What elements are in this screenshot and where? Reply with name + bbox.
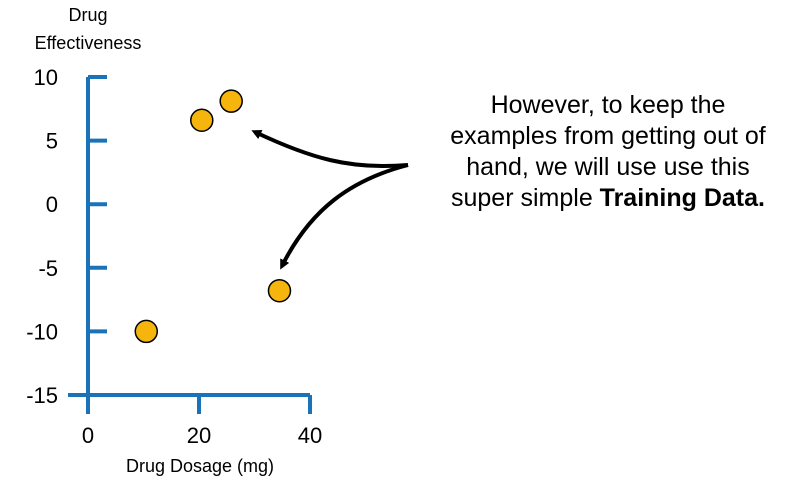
x-tick-label: 20 xyxy=(187,423,211,448)
y-tick-label: 0 xyxy=(46,192,58,217)
y-axis-label-line2: Effectiveness xyxy=(35,33,142,53)
annotation-line-4-prefix: super simple xyxy=(451,184,600,212)
annotation-line-4: super simple Training Data. xyxy=(408,183,808,214)
annotation-text: However, to keep the examples from getti… xyxy=(408,90,808,214)
y-tick-label: -15 xyxy=(26,383,58,408)
data-points xyxy=(135,90,290,342)
data-point-2 xyxy=(191,109,213,131)
data-point-1 xyxy=(135,320,157,342)
annotation-line-1: However, to keep the xyxy=(408,90,808,121)
annotation-line-4-bold: Training Data. xyxy=(600,184,765,212)
annotation-line-3: hand, we will use use this xyxy=(408,152,808,183)
y-tick-label: -10 xyxy=(26,319,58,344)
arrow-to-lower-point xyxy=(282,165,408,266)
y-tick-label: 5 xyxy=(46,129,58,154)
y-axis-label-line1: Drug xyxy=(68,5,107,25)
y-tick-label: 10 xyxy=(34,65,58,90)
arrow-to-upper-point xyxy=(255,132,408,166)
x-axis-ticks: 0 20 40 xyxy=(82,395,322,448)
data-point-4 xyxy=(268,280,290,302)
data-point-3 xyxy=(220,90,242,112)
y-axis-ticks: 10 5 0 -5 -10 -15 xyxy=(26,65,107,408)
annotation-line-2: examples from getting out of xyxy=(408,121,808,152)
x-axis-label: Drug Dosage (mg) xyxy=(126,456,274,476)
x-tick-label: 40 xyxy=(298,423,322,448)
x-tick-label: 0 xyxy=(82,423,94,448)
y-tick-label: -5 xyxy=(38,256,58,281)
